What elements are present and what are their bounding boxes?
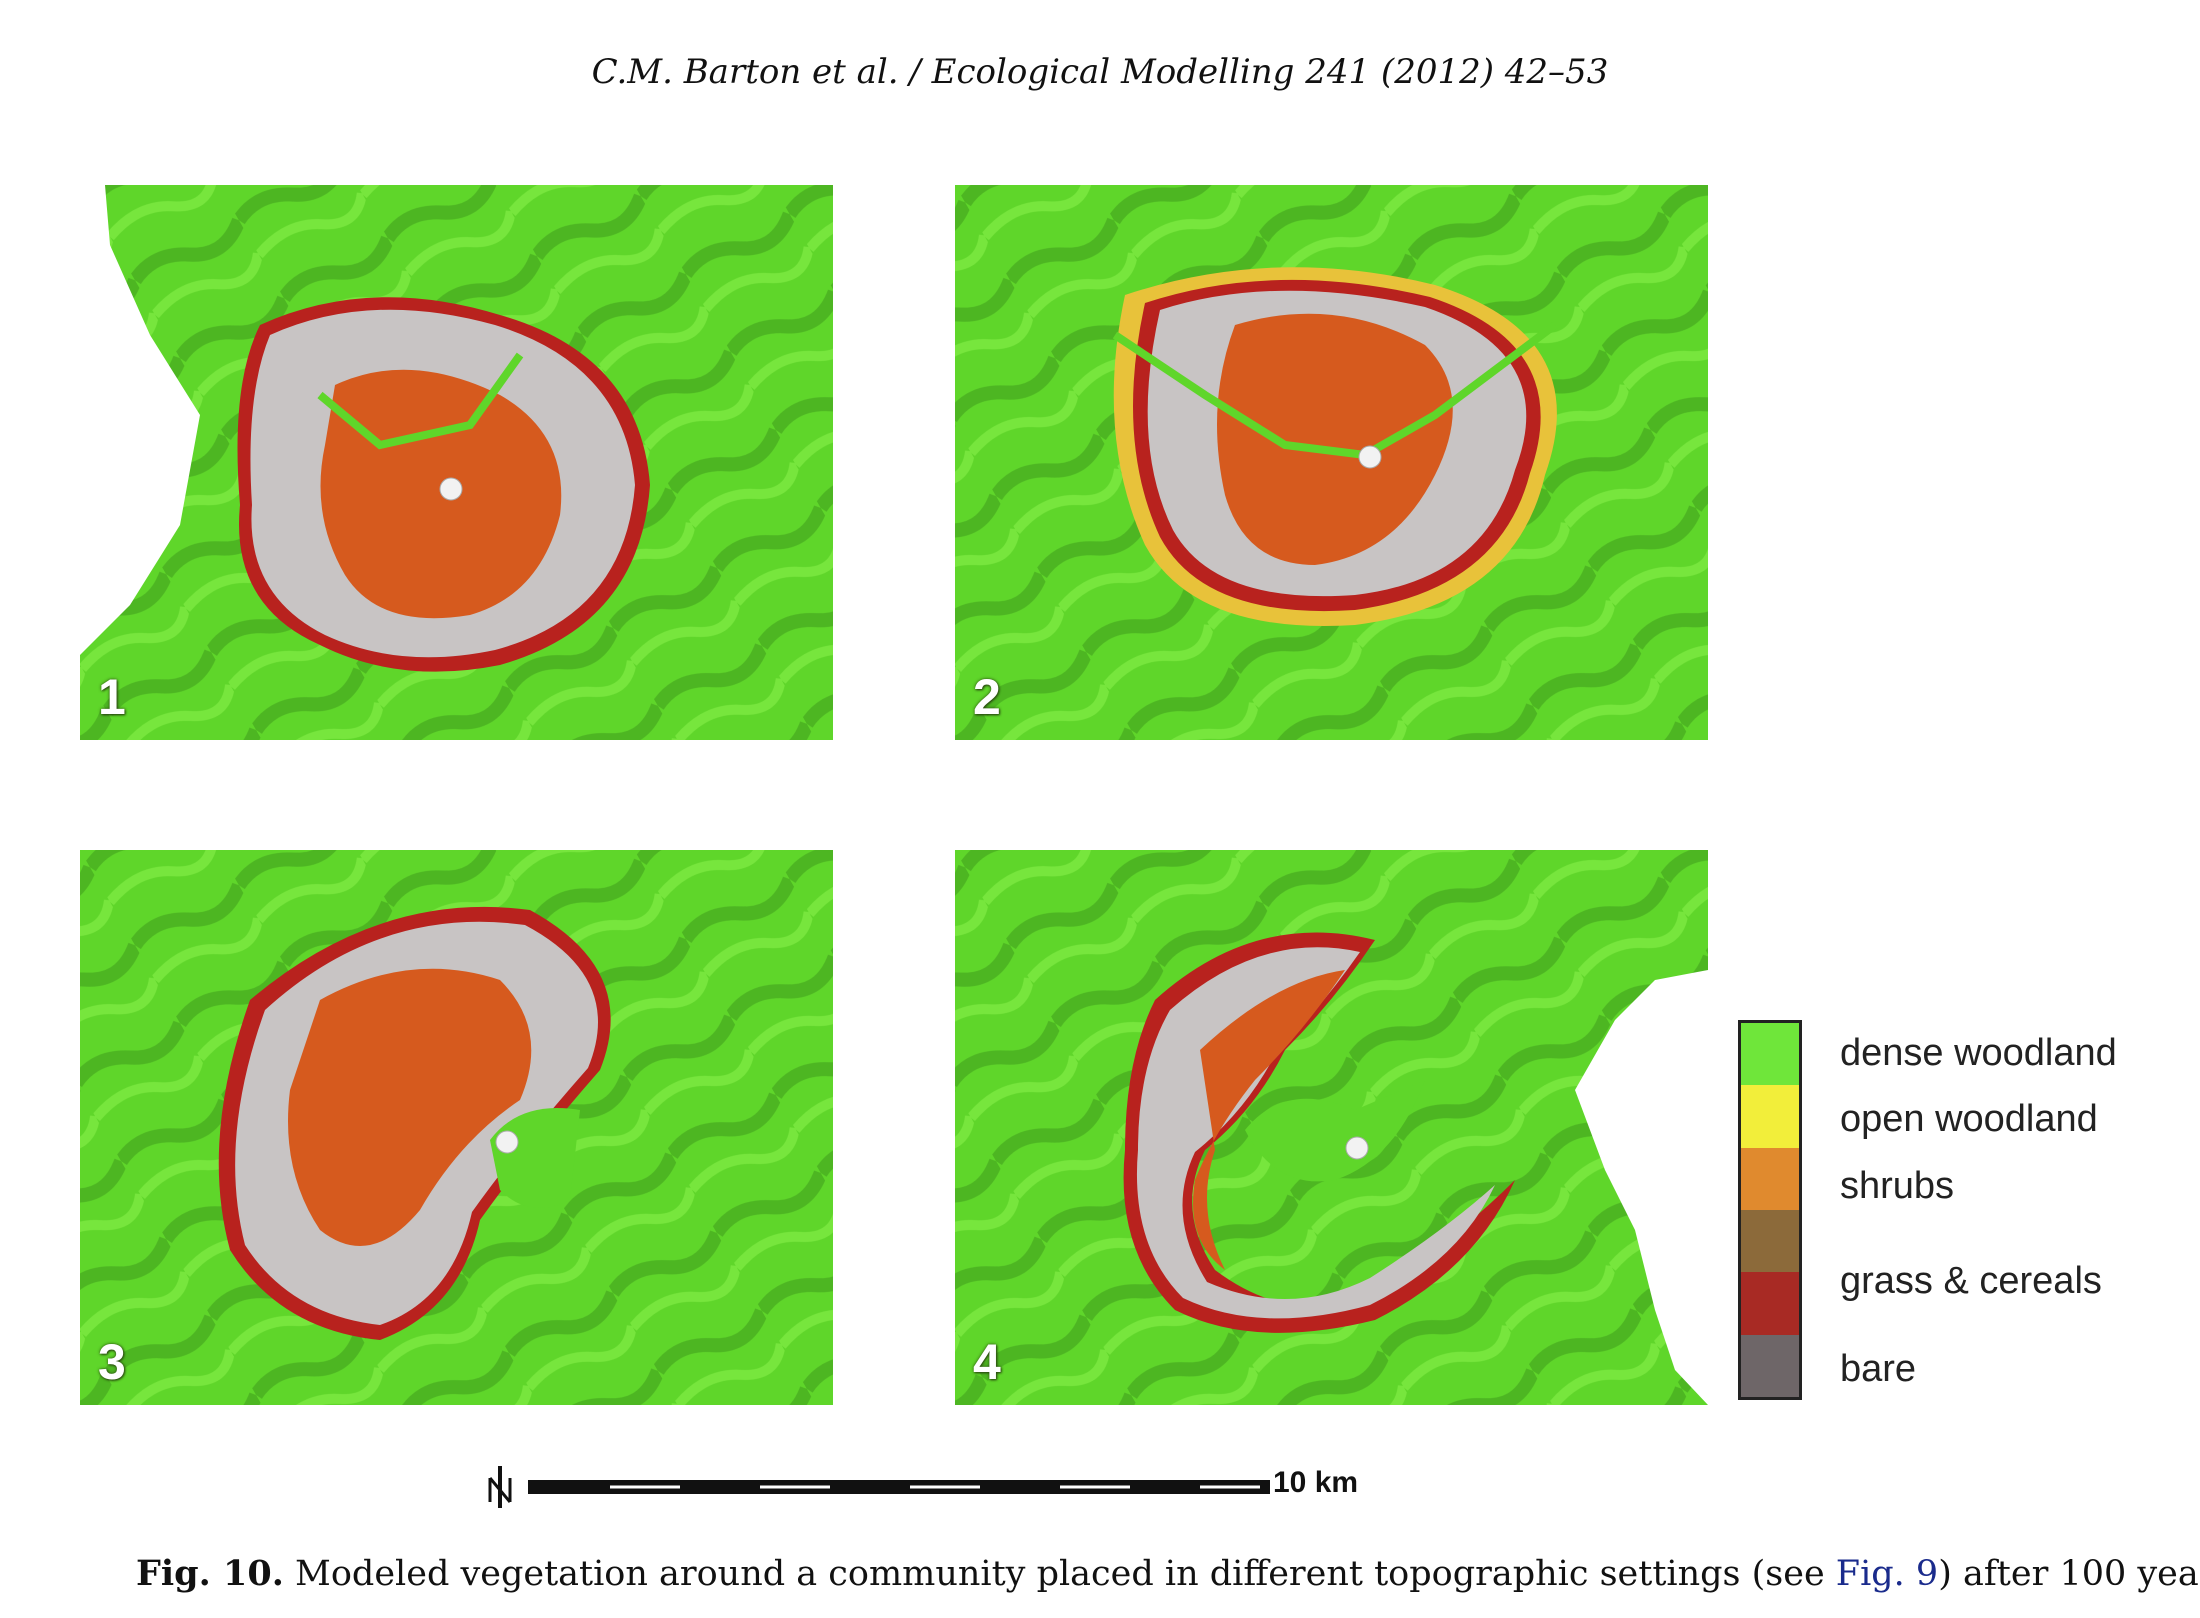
map-panel-1: 1 [80,185,833,740]
swatch-shrubs [1741,1147,1799,1210]
map-panel-1-graphic [80,185,833,740]
swatch-open-woodland [1741,1085,1799,1148]
map-panel-3-graphic [80,850,833,1405]
north-arrow-icon [488,1466,512,1508]
running-header: C.M. Barton et al. / Ecological Modellin… [591,52,1609,92]
panel-number: 4 [973,1334,1001,1390]
panel-number: 2 [973,669,1001,725]
figure-label: Fig. 10. [136,1553,284,1594]
figure-reference-link[interactable]: Fig. 9 [1835,1554,1939,1594]
map-panel-4-graphic [955,850,1708,1405]
scale-label: 10 km [1273,1466,1359,1499]
caption-text-1: Modeled vegetation around a community pl… [283,1554,1836,1594]
legend-label-open-woodland: open woodland [1840,1098,2098,1140]
legend-label-bare: bare [1840,1348,1917,1390]
legend-label-grass-cereals: grass & cereals [1840,1260,2102,1302]
figure-caption: Fig. 10. Modeled vegetation around a com… [136,1553,2200,1594]
swatch-grass-cereals [1741,1209,1799,1273]
swatch-dense-woodland [1741,1023,1799,1086]
legend-color-bar [1738,1020,1802,1400]
scale-bar [488,1466,1270,1508]
map-panel-2-graphic [955,185,1708,740]
map-panel-2: 2 [955,185,1708,740]
caption-text-2: ) after 100 years. [1938,1554,2200,1594]
swatch-red [1741,1272,1799,1335]
map-panel-3: 3 [80,850,833,1405]
map-panel-4: 4 [955,850,1708,1405]
legend-label-shrubs: shrubs [1840,1165,1955,1207]
panel-number: 3 [98,1334,126,1390]
legend-label-dense-woodland: dense woodland [1840,1032,2117,1074]
panel-number: 1 [98,669,126,725]
swatch-bare [1741,1334,1799,1397]
